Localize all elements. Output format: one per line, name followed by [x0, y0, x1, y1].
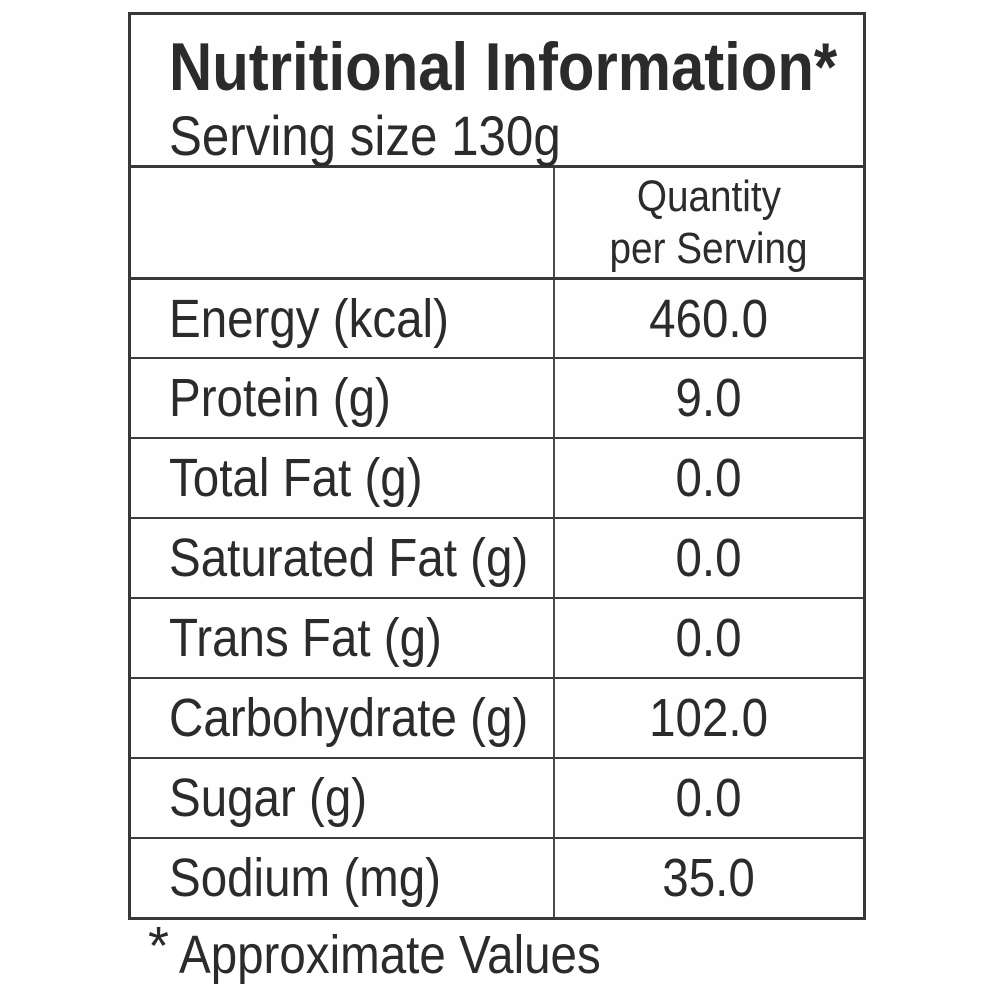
row-value-text: 0.0 [675, 448, 743, 508]
row-value: 0.0 [553, 439, 863, 517]
row-value-text: 0.0 [675, 608, 743, 668]
nutrition-label: Nutritional Information* Serving size 13… [128, 12, 866, 920]
row-value: 0.0 [553, 519, 863, 597]
table-row: Energy (kcal) 460.0 [131, 277, 863, 357]
footnote-asterisk: * [148, 916, 170, 976]
column-header-row: Quantity per Serving [131, 165, 863, 277]
row-label-text: Saturated Fat (g) [169, 528, 529, 588]
row-label-text: Protein (g) [169, 368, 391, 428]
row-value: 0.0 [553, 759, 863, 837]
table-row: Protein (g) 9.0 [131, 357, 863, 437]
row-label-text: Total Fat (g) [169, 448, 423, 508]
label-header: Nutritional Information* Serving size 13… [131, 15, 863, 167]
row-label: Energy (kcal) [131, 280, 553, 357]
row-label: Protein (g) [131, 359, 553, 437]
footnote: * Approximate Values [148, 916, 658, 986]
row-label: Sodium (mg) [131, 839, 553, 917]
row-value-text: 460.0 [649, 288, 769, 349]
label-title: Nutritional Information* [169, 29, 863, 105]
row-value-text: 0.0 [675, 528, 743, 588]
row-label-text: Sugar (g) [169, 768, 368, 828]
label-title-text: Nutritional Information* [169, 29, 838, 105]
table-row: Sugar (g) 0.0 [131, 757, 863, 837]
row-value-text: 102.0 [649, 688, 769, 748]
row-value: 102.0 [553, 679, 863, 757]
table-row: Carbohydrate (g) 102.0 [131, 677, 863, 757]
row-label: Saturated Fat (g) [131, 519, 553, 597]
row-value: 460.0 [553, 280, 863, 357]
row-label: Total Fat (g) [131, 439, 553, 517]
table-row: Sodium (mg) 35.0 [131, 837, 863, 917]
row-label: Sugar (g) [131, 759, 553, 837]
row-label-text: Energy (kcal) [169, 288, 449, 349]
row-value-text: 0.0 [675, 768, 743, 828]
row-label: Trans Fat (g) [131, 599, 553, 677]
row-label: Carbohydrate (g) [131, 679, 553, 757]
table-row: Trans Fat (g) 0.0 [131, 597, 863, 677]
row-value: 0.0 [553, 599, 863, 677]
row-value: 35.0 [553, 839, 863, 917]
serving-size-text: Serving size 130g [169, 104, 561, 167]
row-value-text: 9.0 [675, 368, 743, 428]
serving-size: Serving size 130g [169, 105, 863, 167]
data-rows: Energy (kcal) 460.0 Protein (g) 9.0 Tota… [131, 277, 863, 917]
column-header-line2: per Serving [609, 223, 808, 273]
column-header-line1: Quantity [636, 171, 782, 221]
row-value-text: 35.0 [662, 848, 756, 908]
table-row: Total Fat (g) 0.0 [131, 437, 863, 517]
column-header-empty-cell [131, 168, 553, 277]
footnote-text: Approximate Values [179, 925, 601, 985]
column-header-quantity: Quantity per Serving [553, 168, 863, 277]
row-label-text: Sodium (mg) [169, 848, 441, 908]
row-label-text: Trans Fat (g) [169, 608, 442, 668]
row-value: 9.0 [553, 359, 863, 437]
row-label-text: Carbohydrate (g) [169, 688, 529, 748]
table-row: Saturated Fat (g) 0.0 [131, 517, 863, 597]
